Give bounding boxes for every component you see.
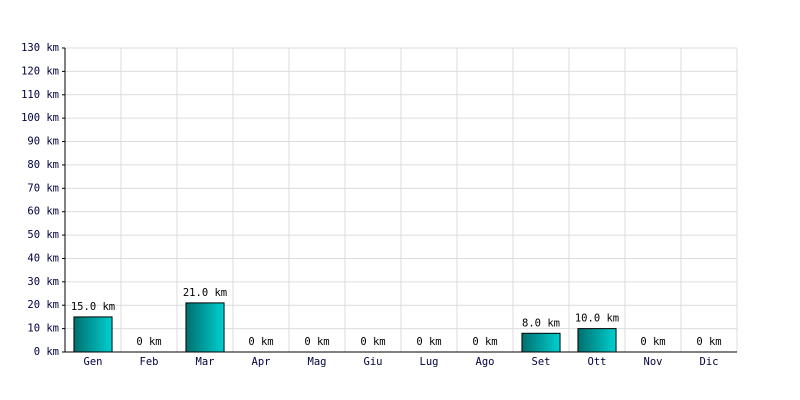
x-tick-label: Feb xyxy=(140,356,159,368)
y-tick-label: 0 km xyxy=(34,346,59,358)
grid-layer xyxy=(65,47,738,353)
bar xyxy=(185,302,225,353)
value-label: 0 km xyxy=(416,336,441,348)
y-tick-label: 100 km xyxy=(21,112,59,124)
value-label: 10.0 km xyxy=(575,313,619,325)
x-tick-label: Mag xyxy=(308,356,327,368)
x-tick-label: Ago xyxy=(476,356,495,368)
marks-layer xyxy=(73,302,617,353)
value-label: 0 km xyxy=(472,336,497,348)
y-tick-label: 30 km xyxy=(27,276,59,288)
y-tick-label: 80 km xyxy=(27,159,59,171)
y-tick-label: 120 km xyxy=(21,65,59,77)
x-tick-label: Dic xyxy=(700,356,719,368)
x-tick-label: Lug xyxy=(420,356,439,368)
value-label: 8.0 km xyxy=(522,317,560,329)
y-tick-label: 130 km xyxy=(21,42,59,54)
bar xyxy=(577,328,617,353)
value-label: 15.0 km xyxy=(71,301,115,313)
y-tick-label: 10 km xyxy=(27,323,59,335)
x-tick-label: Ott xyxy=(588,356,607,368)
y-tick-label: 90 km xyxy=(27,136,59,148)
value-label: 0 km xyxy=(360,336,385,348)
x-tick-label: Giu xyxy=(364,356,383,368)
value-label: 21.0 km xyxy=(183,287,227,299)
x-tick-label: Nov xyxy=(644,356,663,368)
y-tick-label: 50 km xyxy=(27,229,59,241)
y-tick-label: 70 km xyxy=(27,182,59,194)
x-tick-label: Mar xyxy=(196,356,215,368)
bar xyxy=(521,332,561,353)
y-tick-label: 20 km xyxy=(27,299,59,311)
y-tick-label: 60 km xyxy=(27,206,59,218)
bar xyxy=(73,316,113,353)
y-tick-label: 110 km xyxy=(21,89,59,101)
value-label: 0 km xyxy=(640,336,665,348)
x-tick-label: Gen xyxy=(84,356,103,368)
x-tick-label: Set xyxy=(532,356,551,368)
value-label: 0 km xyxy=(248,336,273,348)
y-tick-label: 40 km xyxy=(27,252,59,264)
value-label: 0 km xyxy=(696,336,721,348)
x-tick-label: Apr xyxy=(252,356,271,368)
value-label: 0 km xyxy=(304,336,329,348)
value-label: 0 km xyxy=(136,336,161,348)
